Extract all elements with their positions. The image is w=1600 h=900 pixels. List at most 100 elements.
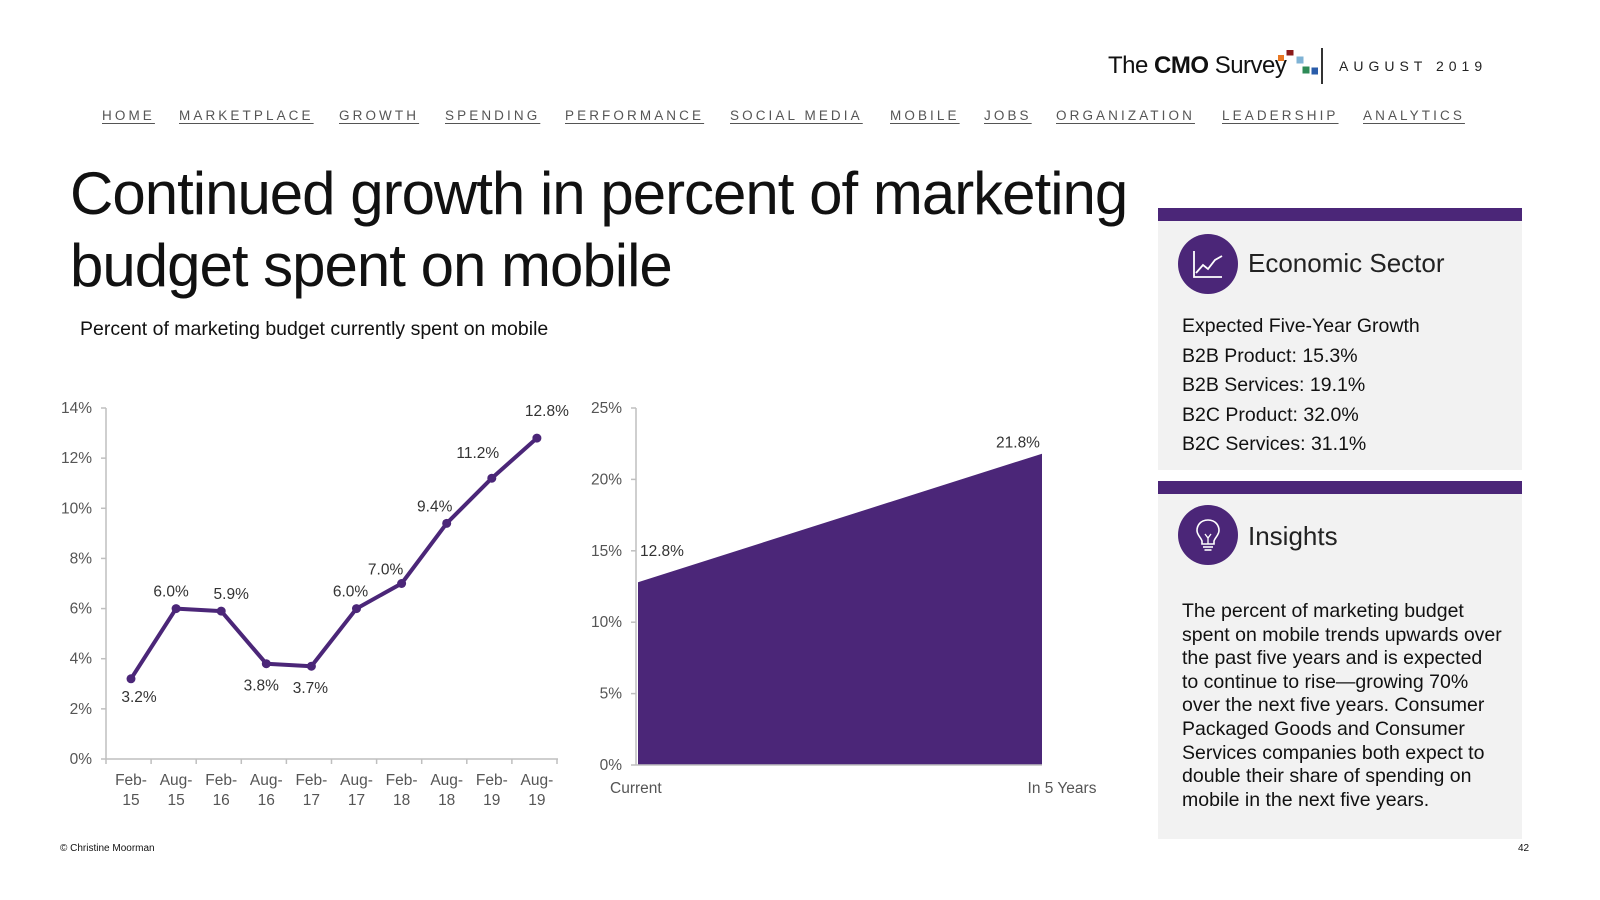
x-tick-label: 18 xyxy=(438,792,455,809)
mobile-spend-line-chart: 0% 2% 4% 6% 8% 10% 12% 14% Feb- 15 Aug- 15 Feb- 16 Aug… xyxy=(61,400,569,809)
y-tick-label: 25% xyxy=(591,400,622,417)
data-point xyxy=(261,659,271,669)
y-tick-label: 20% xyxy=(591,471,622,488)
data-point xyxy=(532,433,542,443)
insights-text: The percent of marketing budget spent on… xyxy=(1182,600,1502,811)
x-tick-label: Aug- xyxy=(250,772,283,789)
y-tick-label: 4% xyxy=(70,651,93,668)
data-label: 12.8% xyxy=(525,403,569,420)
x-tick-label: 15 xyxy=(167,792,184,809)
logo-dot xyxy=(1311,67,1318,75)
sector-line-b2c-product: B2C Product: 32.0% xyxy=(1182,404,1359,426)
panel-accent-bar xyxy=(1158,208,1522,221)
data-point xyxy=(487,473,497,483)
data-label: 11.2% xyxy=(456,445,499,462)
y-tick-label: 15% xyxy=(591,543,622,560)
page-title: Continued growth in percent of marketing… xyxy=(70,160,1128,299)
lightbulb-icon xyxy=(1178,505,1238,565)
x-tick-label: Feb- xyxy=(476,772,508,789)
y-tick-label: 10% xyxy=(591,614,622,631)
logo-dot xyxy=(1302,66,1310,74)
y-tick-label: 0% xyxy=(600,757,623,774)
logo-dot xyxy=(1286,50,1294,56)
y-tick-label: 10% xyxy=(61,500,92,517)
logo-dot xyxy=(1278,55,1284,61)
data-label: 9.4% xyxy=(417,498,453,515)
y-tick-label: 8% xyxy=(70,550,93,567)
x-tick-label: 15 xyxy=(122,792,139,809)
sector-line-b2b-services: B2B Services: 19.1% xyxy=(1182,374,1366,396)
data-label: 12.8% xyxy=(640,543,684,560)
data-point xyxy=(126,674,136,684)
y-tick-label: 14% xyxy=(61,400,92,417)
panel-accent-bar xyxy=(1158,481,1522,494)
page-number: 42 xyxy=(1518,843,1530,854)
mobile-spend-area-chart: 0% 5% 10% 15% 20% 25% Current In 5 Years 12.8% 21… xyxy=(591,400,1097,797)
x-tick-label: 19 xyxy=(528,792,545,809)
data-point xyxy=(397,579,407,588)
x-tick-label: Feb- xyxy=(386,772,418,789)
y-tick-label: 5% xyxy=(600,686,623,703)
data-point xyxy=(442,518,452,528)
x-tick-label: 16 xyxy=(213,792,230,809)
data-label: 3.8% xyxy=(244,678,280,695)
nav-link-social-media[interactable]: SOCIAL MEDIA xyxy=(730,108,863,123)
data-label: 6.0% xyxy=(153,584,189,601)
nav-link-home[interactable]: HOME xyxy=(102,108,155,123)
logo-dot xyxy=(1296,56,1304,64)
panel-heading-economic-sector: Economic Sector xyxy=(1248,248,1445,278)
x-tick-label: 19 xyxy=(483,792,500,809)
nav-link-marketplace[interactable]: MARKETPLACE xyxy=(179,108,314,123)
nav-link-growth[interactable]: GROWTH xyxy=(339,108,420,123)
nav-link-jobs[interactable]: JOBS xyxy=(984,108,1032,123)
x-tick-label: Aug- xyxy=(160,772,193,789)
x-tick-label: Aug- xyxy=(430,772,463,789)
data-point xyxy=(352,604,361,614)
logo-divider xyxy=(1321,48,1323,84)
report-date: AUGUST 2019 xyxy=(1339,58,1488,74)
sector-line-title: Expected Five-Year Growth xyxy=(1182,315,1420,337)
logo-dots-icon xyxy=(1278,50,1318,75)
logo-wordmark: The CMO Survey xyxy=(1108,52,1287,79)
x-tick-label: 18 xyxy=(393,792,410,809)
economic-sector-panel: Economic Sector Expected Five-Year Growt… xyxy=(1158,208,1522,470)
y-tick-label: 2% xyxy=(70,701,93,718)
y-tick-label: 6% xyxy=(70,601,93,618)
data-point xyxy=(306,661,316,671)
x-tick-label: Feb- xyxy=(205,772,237,789)
top-navigation: HOME MARKETPLACE GROWTH SPENDING PERFORMANCE… xyxy=(102,108,1512,130)
data-label: 3.7% xyxy=(293,680,329,697)
nav-link-organization[interactable]: ORGANIZATION xyxy=(1056,108,1195,123)
x-tick-label: Feb- xyxy=(115,772,147,789)
line-chart-icon xyxy=(1178,234,1238,294)
sector-line-b2c-services: B2C Services: 31.1% xyxy=(1182,433,1367,455)
data-point xyxy=(171,604,181,614)
x-tick-label: Feb- xyxy=(295,772,327,789)
x-tick-label: In 5 Years xyxy=(1028,780,1097,797)
series-line xyxy=(129,436,539,680)
data-label: 21.8% xyxy=(996,435,1040,452)
panel-heading-insights: Insights xyxy=(1248,521,1338,551)
data-point xyxy=(216,606,226,616)
header-logo: The CMO Survey AUGUST 2019 xyxy=(1108,46,1508,88)
x-tick-label: 17 xyxy=(348,792,365,809)
x-tick-label: Aug- xyxy=(340,772,373,789)
y-tick-label: 0% xyxy=(70,751,93,768)
x-tick-label: Current xyxy=(610,780,662,797)
nav-link-spending[interactable]: SPENDING xyxy=(445,108,541,123)
area-series xyxy=(638,453,1042,765)
data-label: 3.2% xyxy=(121,689,157,706)
data-label: 6.0% xyxy=(333,584,369,601)
sector-line-b2b-product: B2B Product: 15.3% xyxy=(1182,345,1358,367)
x-tick-label: 17 xyxy=(303,792,320,809)
nav-link-leadership[interactable]: LEADERSHIP xyxy=(1222,108,1339,123)
nav-link-mobile[interactable]: MOBILE xyxy=(890,108,960,123)
copyright: © Christine Moorman xyxy=(60,843,155,854)
x-tick-label: 16 xyxy=(258,792,275,809)
x-tick-label: Aug- xyxy=(521,772,554,789)
chart-subtitle: Percent of marketing budget currently sp… xyxy=(80,318,549,340)
nav-link-analytics[interactable]: ANALYTICS xyxy=(1363,108,1465,123)
data-label: 7.0% xyxy=(368,562,404,579)
data-label: 5.9% xyxy=(214,586,250,603)
nav-link-performance[interactable]: PERFORMANCE xyxy=(565,108,705,123)
